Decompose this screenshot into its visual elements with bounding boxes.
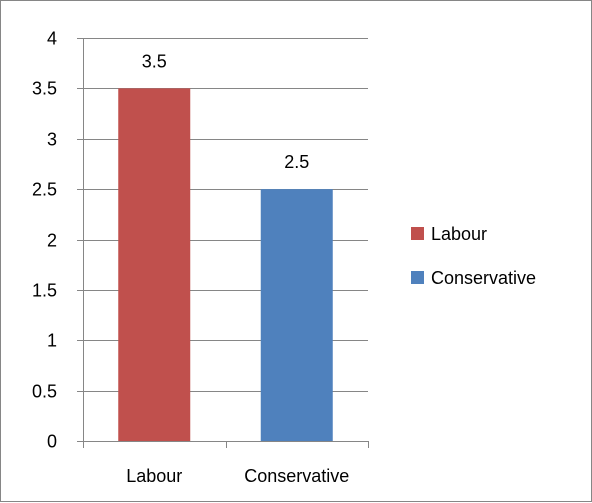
y-tick-label: 3 bbox=[47, 130, 57, 150]
legend: Labour Conservative bbox=[411, 224, 536, 288]
bar-conservative bbox=[260, 189, 333, 441]
y-tick-label: 1.5 bbox=[32, 281, 57, 301]
bars bbox=[118, 88, 333, 441]
legend-swatch bbox=[411, 227, 424, 240]
x-tick-label: Labour bbox=[126, 466, 182, 486]
y-tick-label: 0.5 bbox=[32, 382, 57, 402]
legend-label: Labour bbox=[431, 224, 487, 244]
data-label: 3.5 bbox=[142, 51, 167, 71]
legend-swatch bbox=[411, 271, 424, 284]
axes bbox=[77, 38, 369, 448]
bar-labour bbox=[118, 88, 191, 441]
y-tick-label: 4 bbox=[47, 29, 57, 49]
data-label: 2.5 bbox=[284, 152, 309, 172]
x-tick-label: Conservative bbox=[244, 466, 349, 486]
labels: 0 0.5 1 1.5 2 2.5 3 3.5 4 3.5 Labour 2.5 Conservativ… bbox=[32, 29, 349, 487]
y-tick-label: 2 bbox=[47, 231, 57, 251]
y-tick-label: 3.5 bbox=[32, 79, 57, 99]
y-tick-label: 2.5 bbox=[32, 180, 57, 200]
y-tick-label: 1 bbox=[47, 331, 57, 351]
y-tick-label: 0 bbox=[47, 432, 57, 452]
legend-label: Conservative bbox=[431, 268, 536, 288]
